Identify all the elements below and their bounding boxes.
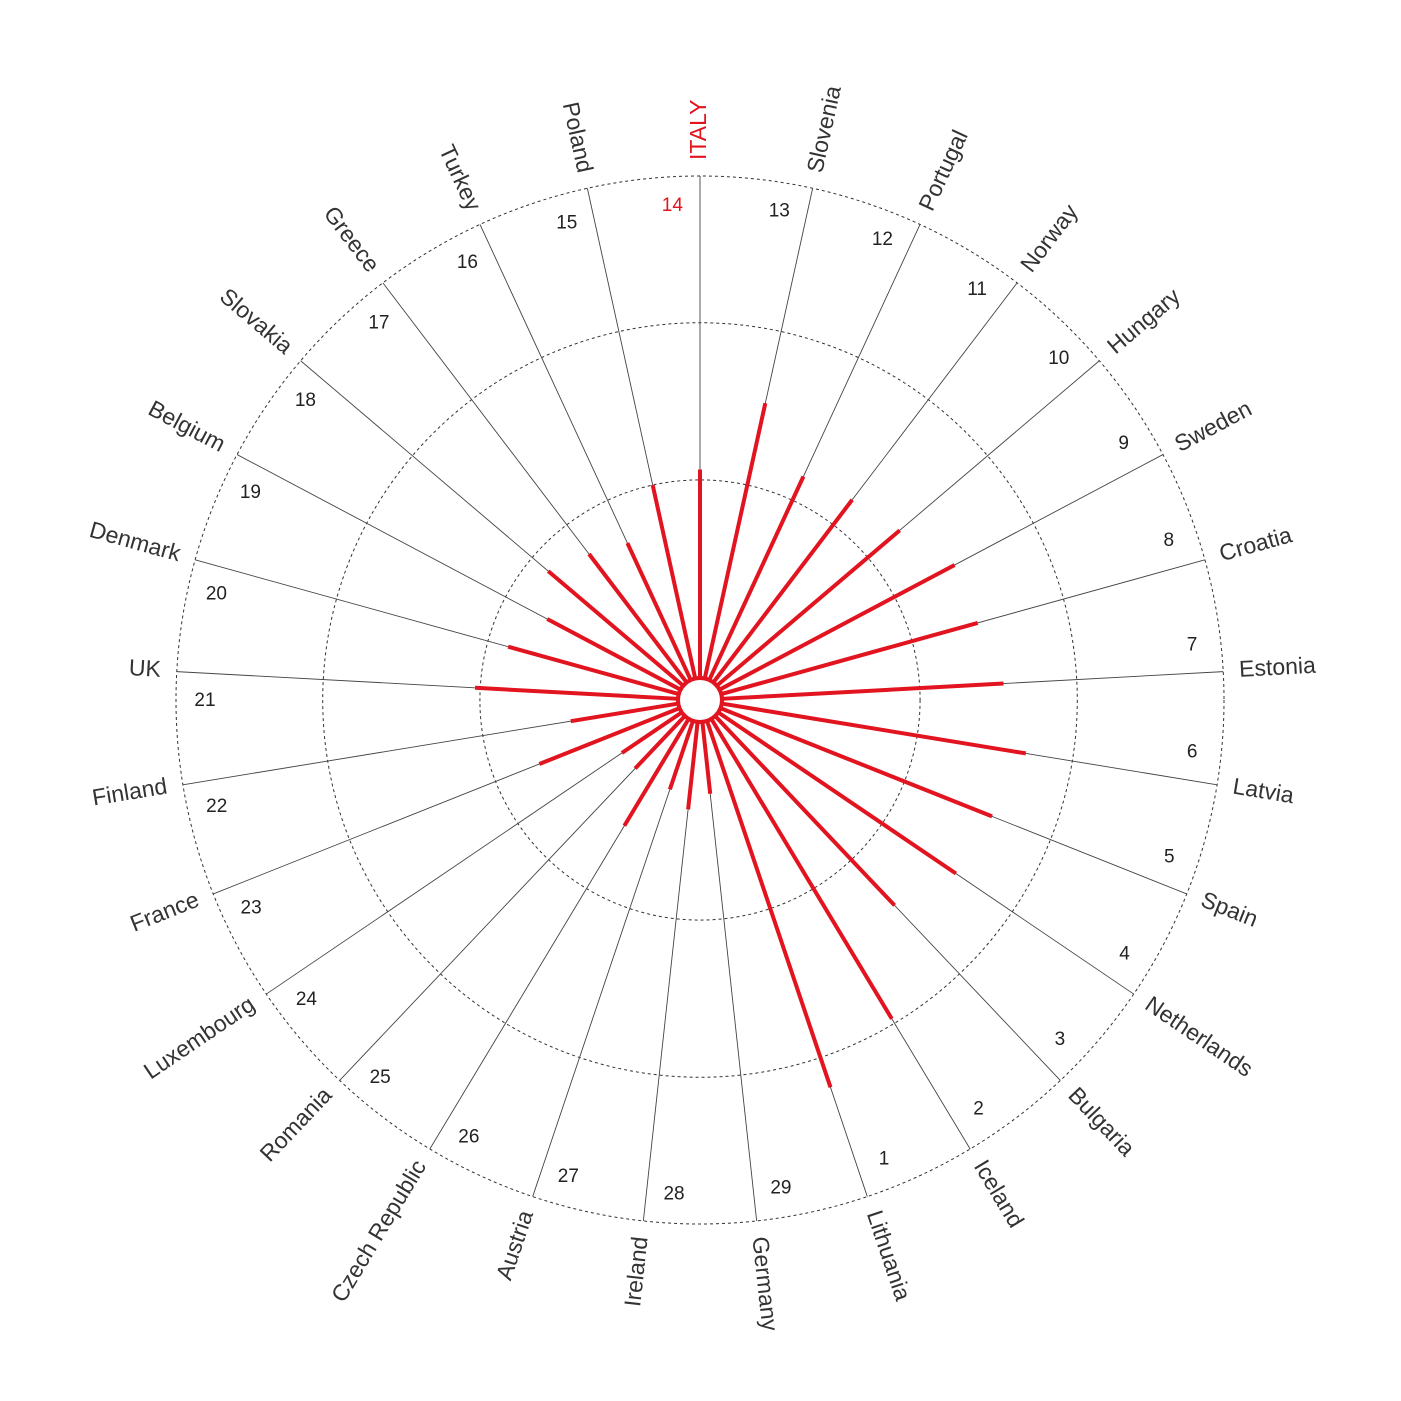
bar-slovakia xyxy=(546,569,685,688)
country-label-romania: Romania xyxy=(255,1082,337,1167)
country-label-lithuania: Lithuania xyxy=(862,1207,917,1304)
rank-label-ireland: 28 xyxy=(663,1183,684,1204)
country-label-uk: UK xyxy=(128,654,162,682)
bars xyxy=(474,402,1027,1088)
country-label-portugal: Portugal xyxy=(913,126,973,215)
rank-label-czech-republic: 26 xyxy=(458,1127,479,1148)
bar-germany xyxy=(700,721,713,794)
bar-latvia xyxy=(721,701,1027,756)
bar-austria xyxy=(667,720,695,791)
country-label-sweden: Sweden xyxy=(1170,395,1256,457)
spoke-germany xyxy=(701,721,758,1221)
bar-romania xyxy=(633,714,687,770)
rank-label-norway: 11 xyxy=(967,279,987,300)
bar-spain xyxy=(719,706,993,819)
country-label-belgium: Belgium xyxy=(144,395,230,457)
country-label-greece: Greece xyxy=(319,201,385,277)
country-label-bulgaria: Bulgaria xyxy=(1063,1082,1140,1161)
bar-netherlands xyxy=(717,710,958,876)
rank-label-croatia: 8 xyxy=(1164,530,1175,551)
bar-portugal xyxy=(707,475,806,681)
bar-denmark xyxy=(507,644,680,697)
country-label-finland: Finland xyxy=(90,773,169,811)
spoke-luxembourg xyxy=(266,711,683,995)
country-label-germany: Germany xyxy=(747,1235,783,1332)
country-label-poland: Poland xyxy=(558,99,599,175)
country-label-iceland: Iceland xyxy=(969,1155,1030,1232)
bar-croatia xyxy=(720,620,979,697)
bar-belgium xyxy=(546,617,682,692)
country-label-latvia: Latvia xyxy=(1231,773,1296,809)
rank-labels: 14 13121110987654321292827262524232221201… xyxy=(194,195,1197,1205)
rank-label-poland: 15 xyxy=(556,212,577,233)
country-label-netherlands: Netherlands xyxy=(1141,991,1258,1082)
center-hub-circle xyxy=(676,676,724,724)
grid-circle-3 xyxy=(175,175,1225,1225)
country-label-slovakia: Slovakia xyxy=(215,283,298,359)
rank-label-hungary: 10 xyxy=(1048,348,1069,369)
rank-label-lithuania: 1 xyxy=(879,1149,890,1170)
rank-label-slovakia: 18 xyxy=(295,390,316,411)
rank-label-spain: 5 xyxy=(1164,846,1175,867)
rank-label-france: 23 xyxy=(241,898,262,919)
bar-finland xyxy=(570,701,679,724)
rank-label-portugal: 12 xyxy=(872,229,893,250)
rank-label-germany: 29 xyxy=(770,1177,791,1198)
bar-turkey xyxy=(625,542,693,681)
bar-norway xyxy=(711,498,854,684)
country-label-estonia: Estonia xyxy=(1238,652,1316,682)
bar-uk xyxy=(474,685,679,701)
bar-luxembourg xyxy=(620,710,683,755)
rank-label-romania: 25 xyxy=(370,1067,391,1088)
spoke-romania xyxy=(339,715,686,1081)
bar-estonia xyxy=(721,681,1004,701)
grid-circle-1 xyxy=(479,479,921,921)
country-label-denmark: Denmark xyxy=(87,516,184,566)
bar-ireland xyxy=(686,721,700,810)
bar-hungary xyxy=(715,528,901,688)
bar-czech-republic xyxy=(622,717,691,827)
country-label-luxembourg: Luxembourg xyxy=(139,991,259,1084)
bar-iceland xyxy=(709,717,894,1020)
bar-france xyxy=(538,706,681,766)
rank-label-iceland: 2 xyxy=(973,1098,984,1119)
country-label-france: France xyxy=(126,886,202,937)
center-hub xyxy=(676,676,724,724)
rank-label-greece: 17 xyxy=(368,312,389,333)
country-label-slovenia: Slovenia xyxy=(802,83,846,175)
country-label-italy: ITALY xyxy=(685,100,711,161)
rank-label-denmark: 20 xyxy=(206,583,227,604)
rank-label-bulgaria: 3 xyxy=(1055,1029,1066,1050)
country-label-spain: Spain xyxy=(1198,886,1262,932)
country-label-hungary: Hungary xyxy=(1102,282,1185,358)
rank-label-estonia: 7 xyxy=(1187,635,1198,656)
rank-label-turkey: 16 xyxy=(457,252,478,273)
bar-poland xyxy=(650,484,698,679)
rank-label-finland: 22 xyxy=(206,796,227,817)
country-label-norway: Norway xyxy=(1015,199,1083,277)
rank-label-sweden: 9 xyxy=(1118,433,1129,454)
rank-label-austria: 27 xyxy=(558,1166,579,1187)
spoke-austria xyxy=(532,720,694,1197)
rank-label-slovenia: 13 xyxy=(769,200,790,221)
rank-label-belgium: 19 xyxy=(240,482,261,503)
country-label-turkey: Turkey xyxy=(434,141,487,215)
rank-label-italy: 14 xyxy=(662,195,684,216)
rank-label-luxembourg: 24 xyxy=(296,989,318,1010)
country-label-austria: Austria xyxy=(491,1207,539,1283)
rank-label-uk: 21 xyxy=(194,690,215,711)
country-label-ireland: Ireland xyxy=(619,1235,652,1308)
rank-label-netherlands: 4 xyxy=(1119,943,1130,964)
bar-sweden xyxy=(718,563,956,692)
bar-lithuania xyxy=(705,720,833,1088)
bar-bulgaria xyxy=(713,714,897,907)
country-label-czech-republic: Czech Republic xyxy=(326,1155,431,1306)
country-label-croatia: Croatia xyxy=(1216,521,1295,566)
bar-slovenia xyxy=(702,402,768,679)
rank-label-latvia: 6 xyxy=(1187,742,1198,763)
bar-greece xyxy=(587,552,689,684)
